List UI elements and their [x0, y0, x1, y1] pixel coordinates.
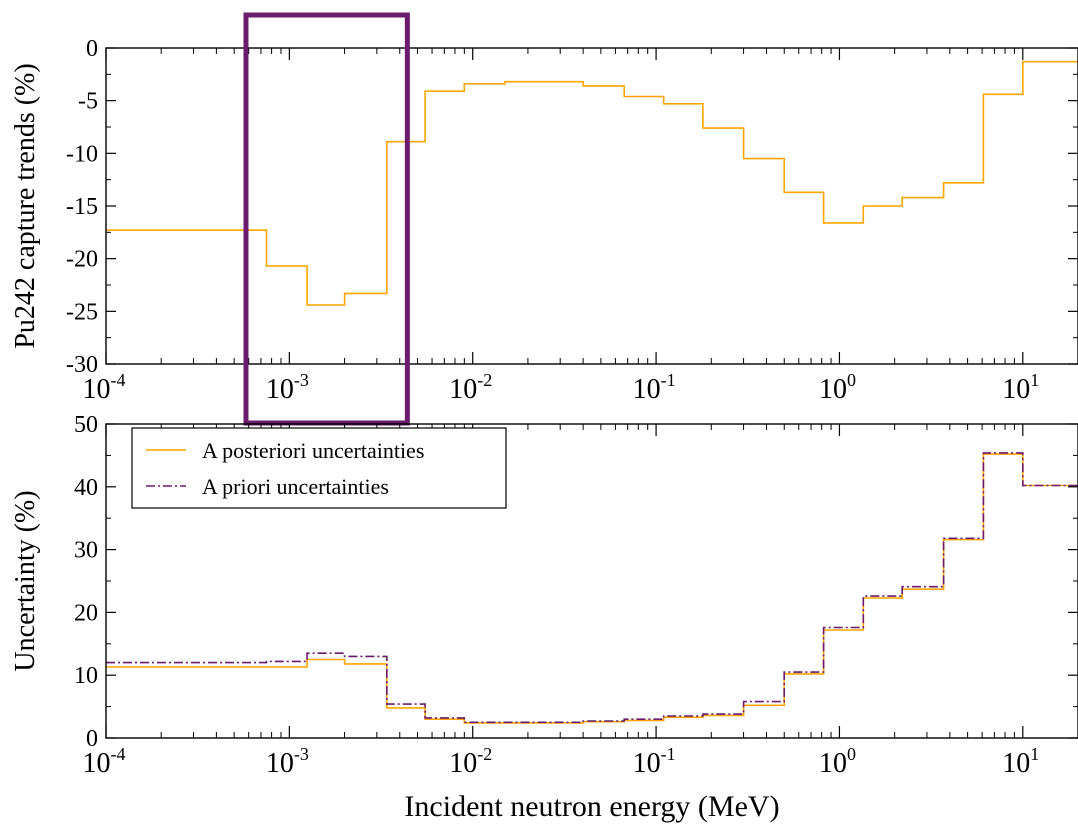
x-tick-base: 10: [83, 748, 111, 779]
y-tick-label: 30: [74, 538, 98, 564]
x-tick-exponent: -1: [661, 744, 676, 764]
x-tick-base: 10: [449, 748, 477, 779]
y-axis-label: Pu242 capture trends (%): [10, 63, 41, 348]
x-tick-exponent: 0: [847, 370, 856, 390]
x-tick-label: 10-4: [83, 370, 126, 405]
x-tick-label: 100: [819, 744, 856, 779]
x-tick-base: 10: [633, 748, 661, 779]
x-tick-label: 100: [819, 370, 856, 405]
x-tick-base: 10: [266, 374, 294, 405]
x-tick-label: 10-2: [449, 370, 492, 405]
y-tick-label: 10: [74, 663, 98, 689]
x-tick-base: 10: [1002, 748, 1030, 779]
x-tick-label: 10-1: [633, 370, 676, 405]
y-tick-label: 0: [86, 36, 98, 62]
x-tick-exponent: -3: [294, 744, 309, 764]
y-tick-label: -10: [66, 141, 98, 167]
x-tick-exponent: -2: [477, 370, 492, 390]
x-tick-base: 10: [819, 374, 847, 405]
x-tick-base: 10: [819, 748, 847, 779]
y-tick-label: -30: [66, 352, 98, 378]
y-axis-label: Uncertainty (%): [10, 490, 41, 671]
x-tick-label: 101: [1002, 370, 1039, 405]
x-tick-exponent: -1: [661, 370, 676, 390]
x-tick-label: 10-4: [83, 744, 126, 779]
y-tick-label: -20: [66, 247, 98, 273]
y-tick-label: -15: [66, 194, 98, 220]
x-tick-base: 10: [449, 374, 477, 405]
y-tick-label: 50: [74, 412, 98, 438]
x-tick-exponent: -3: [294, 370, 309, 390]
x-tick-base: 10: [266, 748, 294, 779]
x-tick-label: 10-2: [449, 744, 492, 779]
y-tick-label: -5: [78, 89, 98, 115]
y-tick-label: 40: [74, 475, 98, 501]
x-tick-label: 101: [1002, 744, 1039, 779]
plot-frame: [105, 47, 1078, 365]
legend-label-2: A priori uncertainties: [202, 474, 389, 499]
x-tick-label: 10-3: [266, 370, 309, 405]
x-tick-label: 10-3: [266, 744, 309, 779]
x-axis-label: Incident neutron energy (MeV): [404, 790, 779, 823]
x-tick-exponent: 1: [1030, 744, 1039, 764]
x-tick-exponent: -4: [111, 370, 126, 390]
y-tick-label: -25: [66, 299, 98, 325]
x-tick-base: 10: [1002, 374, 1030, 405]
highlight-box: [243, 12, 410, 426]
legend-box: [131, 427, 507, 509]
legend-label-1: A posteriori uncertainties: [202, 438, 424, 463]
series-line-2: [106, 452, 1078, 724]
x-tick-base: 10: [633, 374, 661, 405]
x-tick-exponent: 1: [1030, 370, 1039, 390]
series-line-1: [106, 60, 1078, 306]
x-tick-base: 10: [83, 374, 111, 405]
x-tick-exponent: -4: [111, 744, 126, 764]
x-tick-exponent: -2: [477, 744, 492, 764]
x-tick-exponent: 0: [847, 744, 856, 764]
x-tick-label: 10-1: [633, 744, 676, 779]
y-tick-label: 20: [74, 600, 98, 626]
legend: A posteriori uncertainties A priori uncer…: [131, 427, 507, 509]
y-tick-label: 0: [86, 726, 98, 752]
